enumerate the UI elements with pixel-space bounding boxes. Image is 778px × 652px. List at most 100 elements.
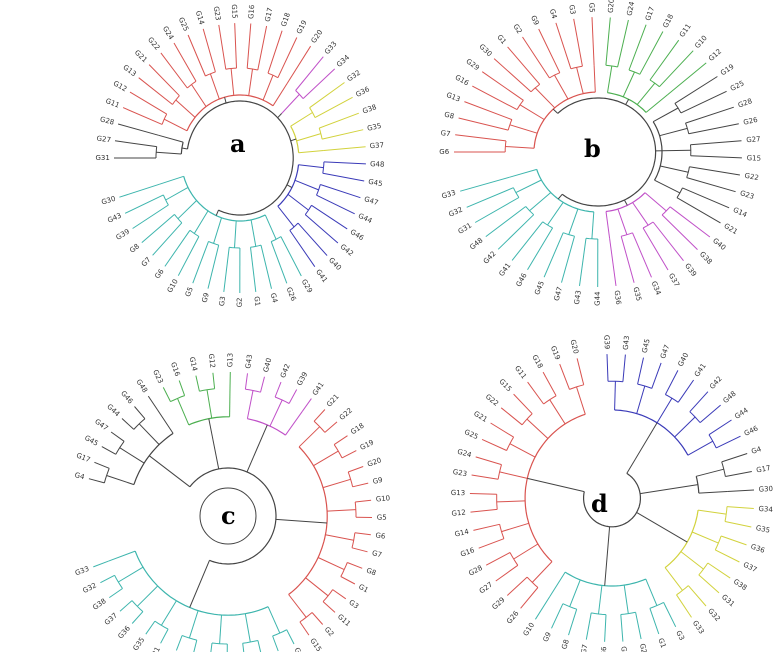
leaf-label: G20 [569,339,580,355]
cluster-stem [208,418,220,469]
leaf-label: G11 [336,613,352,629]
leaf-label: G35 [132,636,147,652]
leaf-label: G37 [103,611,119,626]
leaf-label: G23 [739,189,755,201]
pair-branch [272,83,288,107]
leaf-label: G21 [472,410,488,424]
leaf-label: G40 [677,352,691,368]
pair-branch [598,585,603,615]
leaf-branch [286,45,312,84]
leaf-label: G25 [729,79,745,93]
leaf-label: G47 [659,344,671,360]
leaf-label: G22 [744,172,759,182]
leaf-label: G37 [369,141,384,150]
leaf-branch [485,206,527,237]
leaf-branch [272,635,279,652]
pair-branch [554,74,569,100]
leaf-branch [642,227,669,271]
leaf-branch [311,204,348,230]
leaf-branch [129,91,167,115]
leaf-branch [323,161,366,165]
leaf-label: G20 [310,28,325,44]
leaf-branch [720,535,747,546]
leaf-branch [162,387,171,402]
leaf-branch [138,77,173,105]
leaf-branch [576,358,585,385]
leaf-branch [321,129,364,140]
leaf-branch [585,612,592,640]
pair-branch [515,179,542,194]
pair-branch [294,179,319,191]
panel-letter-b: b [584,134,601,163]
pair-branch [607,65,613,93]
leaf-label: G32 [706,607,721,623]
leaf-label: G11 [513,364,528,380]
leaf-label: G22 [484,393,500,408]
leaf-label: G5 [184,286,195,298]
pair-branch [327,509,356,512]
leaf-label: G43 [573,290,583,305]
root-join [583,472,641,528]
leaf-branch [689,391,709,413]
pair-branch [234,220,237,248]
leaf-branch [538,28,561,73]
cluster-join [605,192,646,213]
leaf-label: G13 [445,91,461,104]
leaf-branch [472,85,518,111]
leaf-label: G37 [742,561,758,575]
leaf-label: G16 [459,546,476,559]
leaf-label: G30 [477,43,493,59]
leaf-branch [699,404,721,423]
leaf-branch [152,222,183,256]
leaf-label: G31 [148,646,162,652]
pair-branch [159,175,184,185]
leaf-label: G24 [625,0,636,16]
leaf-branch [500,407,523,426]
pair-branch [591,211,595,239]
pair-branch [661,149,691,152]
pair-branch [177,200,197,220]
leaf-label: G43 [622,335,631,350]
pair-branch [287,194,309,211]
pair-branch [269,399,283,427]
pair-branch [264,214,277,240]
leaf-branch [302,68,336,99]
leaf-label: G45 [641,338,652,354]
leaf-label: G21 [133,49,149,65]
pair-branch [209,73,220,100]
cluster-stem [625,99,630,105]
leaf-label: G30 [758,485,773,494]
leaf-label: G43 [106,212,122,225]
leaf-branch [210,642,213,652]
pair-branch [593,65,596,93]
pair-branch [206,389,213,419]
cluster-stem [290,138,297,142]
leaf-label: G9 [372,476,383,486]
leaf-label: G14 [188,356,199,372]
leaf-label: G35 [366,122,382,133]
leaf-branch [110,431,125,442]
leaf-label: G31 [457,221,473,235]
leaf-label: G19 [549,345,562,361]
leaf-label: G14 [194,10,206,27]
leaf-label: G2 [511,23,523,36]
leaf-branch [301,398,312,412]
leaf-branch [288,389,298,404]
leaf-label: G41 [314,268,329,284]
leaf-branch [319,112,359,129]
cluster-stem [148,455,191,488]
leaf-branch [160,628,169,644]
leaf-label: G37 [667,272,681,288]
pair-branch [549,399,566,425]
leaf-label: G12 [451,509,466,518]
leaf-label: G4 [750,445,762,456]
leaf-branch [119,600,133,612]
leaf-branch [620,614,624,642]
leaf-label: G42 [279,363,292,379]
leaf-label: G27 [746,135,761,144]
